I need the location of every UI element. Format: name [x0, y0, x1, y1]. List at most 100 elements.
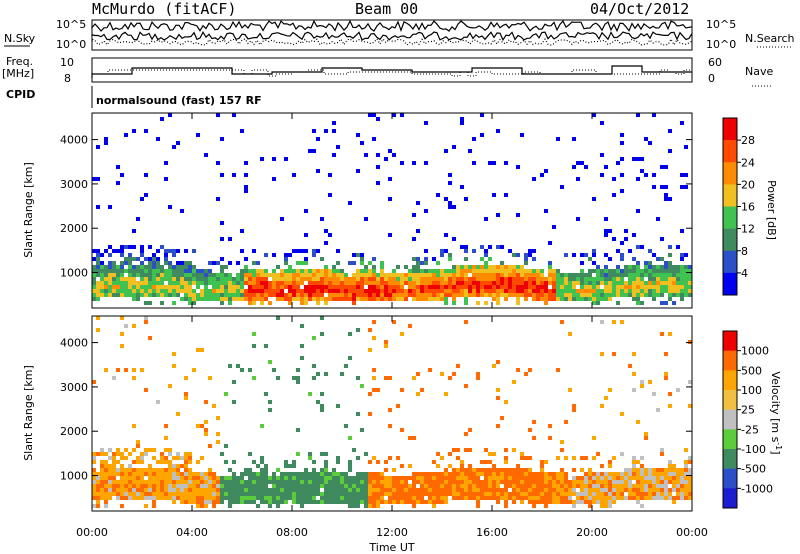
heatmap-cell	[412, 472, 416, 476]
heatmap-cell	[560, 496, 564, 500]
heatmap-cell	[232, 293, 236, 297]
heatmap-cell	[656, 496, 660, 500]
heatmap-cell	[148, 468, 152, 472]
heatmap-cell	[532, 436, 536, 440]
heatmap-cell	[452, 468, 456, 472]
heatmap-cell	[172, 253, 176, 257]
heatmap-cell	[452, 269, 456, 273]
heatmap-cell	[660, 496, 664, 500]
heatmap-cell	[320, 468, 324, 472]
heatmap-cell	[148, 488, 152, 492]
heatmap-cell	[640, 472, 644, 476]
heatmap-cell	[460, 289, 464, 293]
heatmap-cell	[384, 480, 388, 484]
heatmap-cell	[112, 273, 116, 277]
heatmap-cell	[344, 476, 348, 480]
heatmap-cell	[576, 277, 580, 281]
heatmap-cell	[296, 492, 300, 496]
heatmap-cell	[416, 289, 420, 293]
heatmap-cell	[424, 297, 428, 301]
heatmap-cell	[292, 293, 296, 297]
heatmap-cell	[648, 265, 652, 269]
heatmap-cell	[376, 492, 380, 496]
heatmap-cell	[588, 500, 592, 504]
heatmap-cell	[620, 412, 624, 416]
heatmap-cell	[644, 488, 648, 492]
heatmap-cell	[276, 273, 280, 277]
heatmap-cell	[424, 121, 428, 125]
heatmap-cell	[236, 476, 240, 480]
heatmap-cell	[604, 285, 608, 289]
heatmap-cell	[528, 468, 532, 472]
heatmap-cell	[296, 285, 300, 289]
heatmap-cell	[604, 273, 608, 277]
heatmap-cell	[344, 293, 348, 297]
heatmap-cell	[676, 496, 680, 500]
heatmap-cell	[284, 480, 288, 484]
heatmap-cell	[604, 265, 608, 269]
heatmap-cell	[564, 492, 568, 496]
heatmap-cell	[356, 496, 360, 500]
heatmap-cell	[632, 476, 636, 480]
heatmap-cell	[296, 261, 300, 265]
heatmap-cell	[124, 468, 128, 472]
heatmap-cell	[132, 273, 136, 277]
heatmap-cell	[496, 285, 500, 289]
heatmap-cell	[120, 484, 124, 488]
heatmap-cell	[456, 488, 460, 492]
heatmap-cell	[596, 484, 600, 488]
heatmap-cell	[148, 265, 152, 269]
heatmap-cell	[488, 281, 492, 285]
heatmap-cell	[188, 456, 192, 460]
colorbar-segment	[723, 390, 737, 410]
heatmap-cell	[568, 388, 572, 392]
heatmap-cell	[620, 472, 624, 476]
heatmap-cell	[548, 424, 552, 428]
heatmap-cell	[244, 281, 248, 285]
heatmap-cell	[504, 269, 508, 273]
heatmap-cell	[208, 293, 212, 297]
x-tick-label: 12:00	[376, 526, 408, 539]
heatmap-cell	[276, 468, 280, 472]
heatmap-cell	[600, 320, 604, 324]
heatmap-cell	[632, 464, 636, 468]
heatmap-cell	[144, 468, 148, 472]
heatmap-cell	[520, 468, 524, 472]
heatmap-cell	[516, 273, 520, 277]
heatmap-cell	[528, 480, 532, 484]
heatmap-cell	[360, 488, 364, 492]
heatmap-cell	[332, 285, 336, 289]
heatmap-cell	[628, 281, 632, 285]
heatmap-cell	[104, 281, 108, 285]
heatmap-cell	[400, 281, 404, 285]
heatmap-cell	[284, 253, 288, 257]
heatmap-cell	[684, 468, 688, 472]
heatmap-cell	[320, 452, 324, 456]
heatmap-cell	[224, 293, 228, 297]
heatmap-cell	[172, 265, 176, 269]
heatmap-cell	[608, 285, 612, 289]
heatmap-cell	[452, 277, 456, 281]
heatmap-cell	[460, 281, 464, 285]
heatmap-cell	[392, 320, 396, 324]
heatmap-cell	[280, 293, 284, 297]
heatmap-cell	[500, 476, 504, 480]
heatmap-cell	[164, 460, 168, 464]
heatmap-cell	[508, 265, 512, 269]
heatmap-cell	[460, 273, 464, 277]
heatmap-cell	[504, 496, 508, 500]
heatmap-cell	[244, 492, 248, 496]
heatmap-cell	[124, 448, 128, 452]
heatmap-cell	[540, 277, 544, 281]
heatmap-cell	[660, 488, 664, 492]
heatmap-cell	[424, 293, 428, 297]
heatmap-cell	[312, 273, 316, 277]
heatmap-cell	[196, 476, 200, 480]
heatmap-cell	[124, 133, 128, 137]
heatmap-cell	[304, 496, 308, 500]
heatmap-cell	[280, 484, 284, 488]
heatmap-cell	[180, 265, 184, 269]
heatmap-cell	[632, 468, 636, 472]
heatmap-cell	[464, 484, 468, 488]
heatmap-cell	[248, 496, 252, 500]
